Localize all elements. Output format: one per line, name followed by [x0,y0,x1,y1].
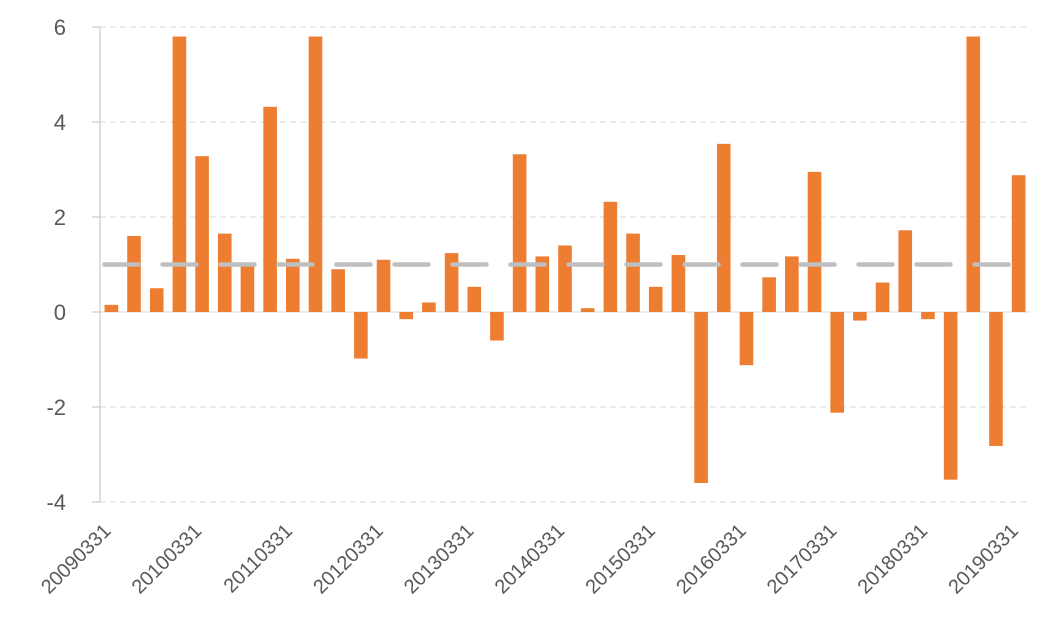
y-tick-label: 0 [54,300,66,325]
bar [422,302,436,312]
bar [263,106,277,312]
bar [217,233,232,312]
x-tick-label: 20190331 [944,520,1022,598]
bar [671,255,686,312]
bar [286,258,300,312]
y-tick-label: 4 [54,110,66,135]
bar [875,282,890,312]
y-tick-labels: -4 -2 0 2 4 6 [46,15,66,515]
bar [331,269,345,312]
bar [898,230,913,312]
bar [104,304,119,312]
bar-series [104,36,1026,483]
bar [444,253,459,312]
bar [966,36,981,312]
bar [172,36,187,312]
x-tick-label: 20140331 [491,520,569,598]
bar [626,233,640,312]
bar [512,154,527,312]
bar [240,264,255,312]
bar [490,312,504,341]
bar [308,36,323,312]
bar [785,256,799,312]
x-tick-label: 20120331 [309,520,387,598]
bar [558,245,572,312]
y-tick-label: -2 [46,395,66,420]
x-tick-label: 20130331 [400,520,478,598]
x-tick-labels: 20090331 20100331 20110331 20120331 20130331… [37,520,1023,598]
y-tick-label: -4 [46,490,66,515]
bar [535,256,550,312]
bar [1011,175,1026,312]
bar [989,312,1003,446]
bar [149,288,164,312]
bar [603,201,618,312]
x-tick-label: 20100331 [128,520,206,598]
bar [467,286,482,312]
x-tick-label: 20180331 [854,520,932,598]
bar [830,312,844,413]
bar [399,312,414,320]
y-tick-label: 2 [54,205,66,230]
x-tick-label: 20090331 [37,520,115,598]
bar [716,143,731,312]
bar [354,312,368,359]
bar [195,156,209,312]
bar [921,312,935,320]
x-tick-label: 20150331 [581,520,659,598]
bar [739,312,754,366]
bar [694,312,708,483]
y-tick-label: 6 [54,15,66,40]
bar [127,236,141,312]
bar [376,259,391,312]
x-tick-label: 20170331 [763,520,841,598]
x-tick-label: 20110331 [220,520,297,597]
bar [853,312,867,321]
bar [648,286,663,312]
bar [762,277,776,312]
bar [580,308,595,312]
x-tick-label: 20160331 [672,520,750,598]
bar [943,312,958,480]
bar [807,171,822,312]
